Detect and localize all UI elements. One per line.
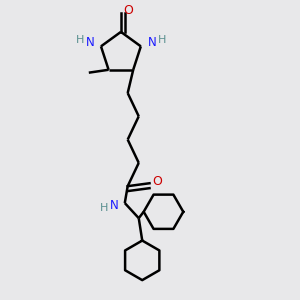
Text: O: O [123,4,133,16]
Text: N: N [148,36,156,50]
Text: N: N [85,36,94,50]
Text: O: O [152,175,162,188]
Text: N: N [110,199,119,212]
Text: H: H [100,203,109,213]
Text: H: H [158,35,166,45]
Text: H: H [76,35,84,45]
